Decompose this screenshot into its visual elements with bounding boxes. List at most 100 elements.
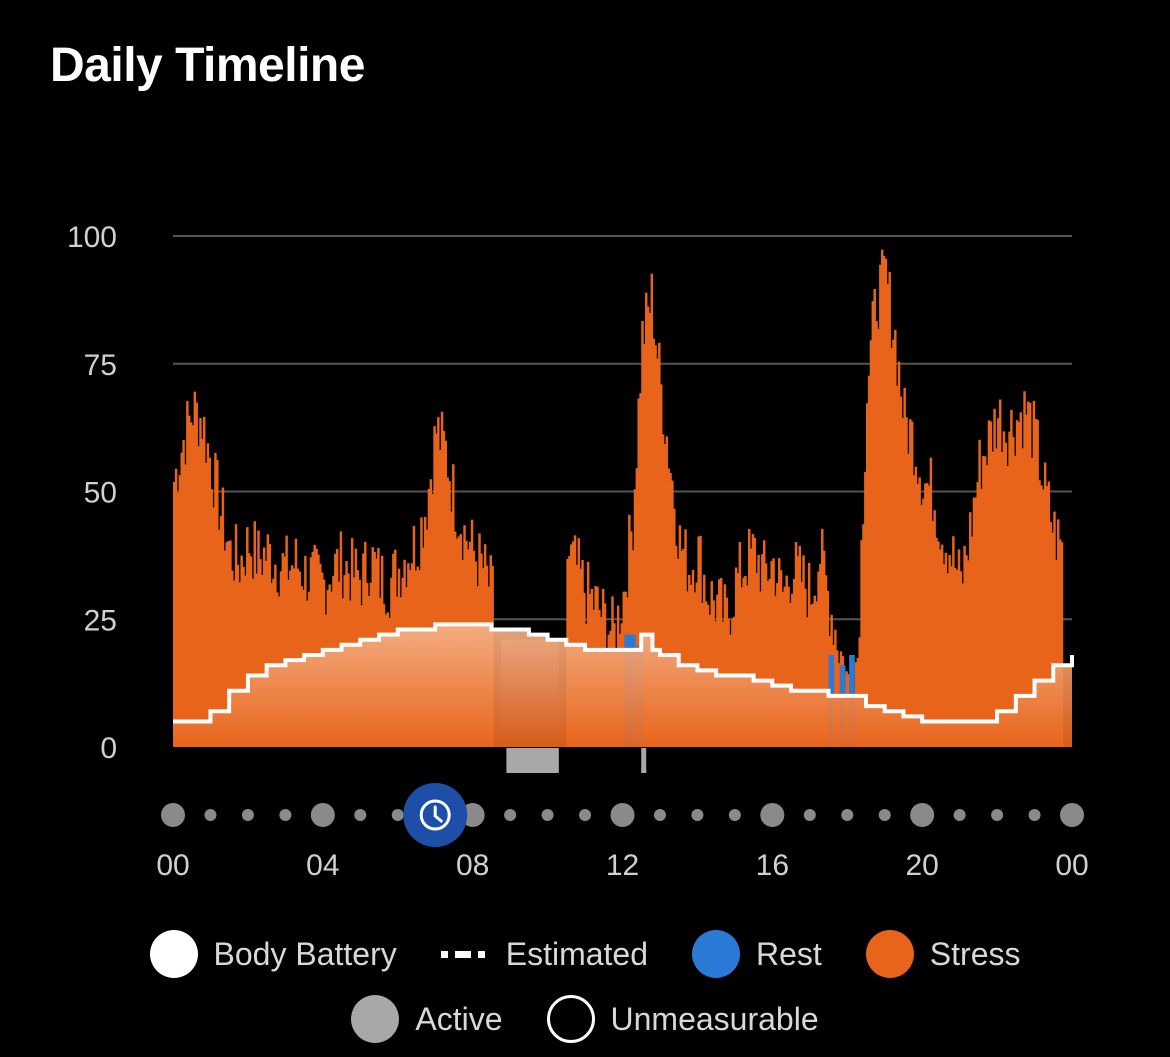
stress-bar [976,482,979,747]
stress-bar [208,457,212,747]
stress-bar [968,512,972,747]
stress-bar [918,477,921,747]
stress-bar [725,597,728,747]
stress-bar [982,455,985,747]
timeline-dot [204,809,217,821]
legend-row-2: Active Unmeasurable [0,995,1170,1043]
stress-bar [238,582,242,747]
stress-bar [939,549,942,747]
stress-bar [792,578,796,747]
stress-bar [877,328,880,747]
stress-bar [182,439,185,747]
stress-bar [764,563,768,747]
stress-bar [1013,455,1017,747]
stress-bar [892,339,895,747]
stress-bar [869,340,873,747]
stress-bar [448,481,451,747]
stress-bar [264,560,268,747]
stress-bar [227,541,230,747]
stress-bar [959,571,963,747]
stress-bar [699,535,702,747]
stress-bar [785,575,788,747]
timeline-dot [653,809,666,821]
stress-bar [641,321,644,747]
stress-bar [1015,420,1019,747]
stress-bar [886,284,890,747]
stress-bar [639,393,642,747]
stress-bar [661,434,665,747]
stress-bar [283,556,286,747]
legend-body-battery: Body Battery [149,930,397,978]
stress-bar [202,416,206,747]
timeline-dot [841,809,854,821]
stress-bar [249,556,253,747]
stress-bar [309,557,313,747]
stress-bar [978,439,981,747]
stress-bar [646,306,650,747]
stress-bar [880,249,884,747]
stress-bar [272,578,275,747]
stress-bar [703,574,706,747]
y-tick-label: 75 [84,349,117,382]
active-marker [641,748,647,773]
stress-bar [212,507,215,747]
stress-bar [221,487,225,747]
stress-bar [680,550,684,747]
stress-bar [957,549,961,747]
stress-bar [736,573,740,747]
stress-bar [1036,419,1039,747]
stress-bar [656,358,659,747]
stress-bar [440,411,444,747]
stress-bar [195,402,198,747]
stress-bar [429,479,433,747]
stress-bar [723,584,727,747]
stress-bar [894,329,897,747]
stress-bar [937,541,940,747]
stress-bar [187,415,191,747]
stress-bar [274,564,277,747]
stress-bar [427,488,431,747]
stress-bar [772,558,775,747]
stress-bar [268,543,271,747]
stress-bar [710,581,713,747]
stress-bar [442,431,446,747]
timeline-dot [279,809,292,821]
stress-bar [1008,431,1011,747]
stress-bar [435,433,438,747]
stress-bar [1025,414,1028,747]
stress-bar [231,570,234,747]
stress-bar [779,570,783,747]
timeline-dot [728,809,741,821]
page-title: Daily Timeline [50,39,365,92]
stress-bar [193,391,197,747]
stress-bar [734,567,738,747]
legend-unmeasurable: Unmeasurable [546,995,819,1043]
stress-bar [768,578,772,747]
stress-bar [247,553,251,747]
stress-bar [255,573,258,747]
stress-bar [650,273,654,747]
legend-row-1: Body Battery Estimated Rest Stress [0,930,1170,978]
stress-bars [173,249,1064,747]
stress-bar [970,536,974,747]
stress-bar [671,480,674,747]
y-tick-label: 0 [100,732,117,765]
stress-bar [1000,451,1004,747]
stress-bar [950,566,953,747]
stress-bar [446,477,449,747]
stress-bar [1049,522,1052,747]
stress-bar [931,520,935,747]
stress-bar [1006,465,1009,747]
timeline-dot [354,809,367,821]
body-battery-line [173,622,1074,724]
stress-bar [311,551,315,747]
stress-bar [867,375,871,747]
stress-bar [206,443,210,747]
stress-bar [961,583,964,747]
stress-bar [762,540,766,747]
stress-bar [1058,539,1062,747]
stress-bar [879,264,882,747]
stress-bar [794,542,798,747]
stress-bar [807,562,811,747]
